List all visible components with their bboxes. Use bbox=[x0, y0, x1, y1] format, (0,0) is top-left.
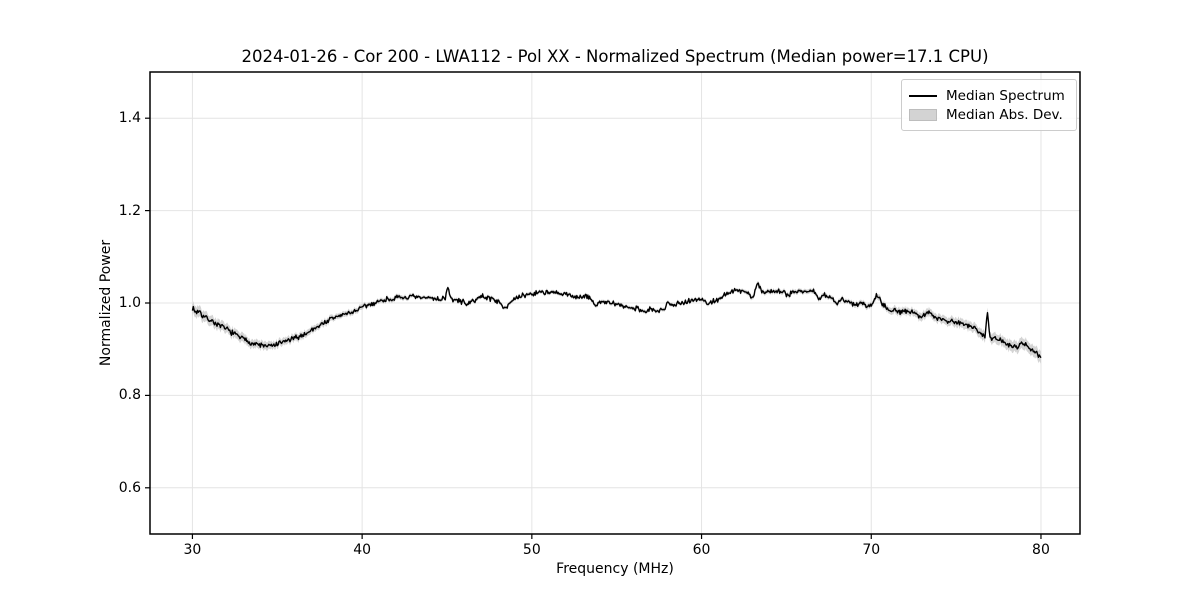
legend-entry-median-abs-dev: Median Abs. Dev. bbox=[909, 105, 1068, 124]
x-tick-label-30: 30 bbox=[183, 542, 202, 558]
x-tick-label-40: 40 bbox=[353, 542, 372, 558]
y-tick-label-0.8: 0.8 bbox=[118, 387, 141, 404]
legend: Median Spectrum Median Abs. Dev. bbox=[901, 79, 1077, 131]
legend-patch-swatch-icon bbox=[909, 108, 937, 121]
legend-entry-label: Median Abs. Dev. bbox=[946, 106, 1063, 123]
y-axis-label: Normalized Power bbox=[98, 239, 114, 367]
x-tick-label-80: 80 bbox=[1032, 542, 1050, 558]
y-tick-label-1.0: 1.0 bbox=[118, 295, 141, 311]
legend-entry-label: Median Spectrum bbox=[946, 87, 1065, 104]
x-axis-label: Frequency (MHz) bbox=[556, 561, 674, 577]
y-tick-label-0.6: 0.6 bbox=[118, 479, 141, 496]
y-tick-label-1.4: 1.4 bbox=[118, 110, 141, 127]
x-tick-label-50: 50 bbox=[522, 542, 541, 558]
legend-entry-median-spectrum: Median Spectrum bbox=[909, 86, 1068, 105]
x-tick-label-60: 60 bbox=[692, 542, 711, 558]
mad-band bbox=[192, 280, 1041, 364]
chart-title: 2024-01-26 - Cor 200 - LWA112 - Pol XX -… bbox=[241, 47, 989, 66]
x-tick-label-70: 70 bbox=[862, 542, 881, 558]
legend-line-swatch-icon bbox=[909, 94, 937, 97]
y-tick-label-1.2: 1.2 bbox=[118, 202, 141, 219]
median-spectrum-line bbox=[191, 282, 1042, 359]
